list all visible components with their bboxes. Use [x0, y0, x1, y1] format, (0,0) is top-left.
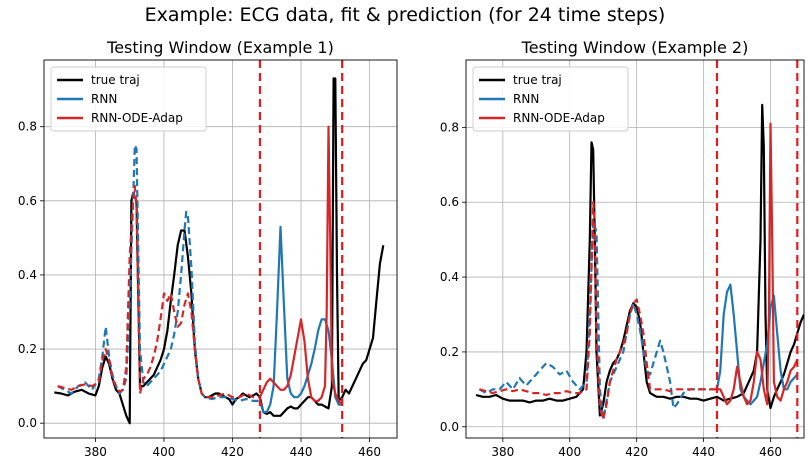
y-tick-label: 0.2 — [440, 345, 459, 359]
series-true-traj-line — [54, 77, 385, 425]
axes-frame — [465, 59, 805, 439]
plot-area — [475, 103, 804, 421]
y-tick-label: 0.4 — [440, 270, 459, 284]
x-tick-label: 460 — [358, 445, 381, 459]
x-tick-label: 440 — [692, 445, 715, 459]
legend-box — [472, 66, 629, 132]
series-rnn-ode-adap-prediction-line — [717, 122, 799, 406]
legend-label: true traj — [91, 73, 140, 87]
series-rnn-ode-adap-fit-line — [57, 184, 260, 399]
panel-title: Testing Window (Example 2) — [521, 38, 749, 57]
x-tick-label: 420 — [625, 445, 648, 459]
legend-label: RNN-ODE-Adap — [91, 111, 183, 125]
x-tick-label: 380 — [84, 445, 107, 459]
series-rnn-ode-adap-fit-line — [479, 201, 717, 421]
y-tick-label: 0.0 — [18, 416, 37, 430]
x-tick-label: 380 — [491, 445, 514, 459]
figure-title: Example: ECG data, fit & prediction (for… — [144, 4, 666, 26]
y-tick-label: 0.8 — [18, 120, 37, 134]
x-tick-label: 440 — [290, 445, 313, 459]
legend-label: true traj — [513, 73, 562, 87]
series-rnn-ode-adap-prediction-line — [258, 125, 343, 406]
series-rnn-fit-line — [478, 219, 717, 421]
panel-2: 380 400 420 440 460 0.0 0.2 0.4 0.6 0.8 Testing Wi… — [440, 38, 805, 459]
y-tick-label: 0.2 — [18, 342, 37, 356]
legend-label: RNN — [91, 92, 117, 106]
panel-title: Testing Window (Example 1) — [106, 38, 334, 57]
legend-label: RNN-ODE-Adap — [513, 111, 605, 125]
series-rnn-fit-line — [57, 144, 260, 402]
x-tick-label: 400 — [558, 445, 581, 459]
y-tick-label: 0.4 — [18, 268, 37, 282]
series-rnn-prediction-line — [258, 225, 343, 414]
y-tick-label: 0.8 — [440, 120, 459, 134]
panel-1: 380 400 420 440 460 0.0 0.2 0.4 0.6 0.8 Testing Wi… — [18, 38, 398, 459]
axes-frame — [43, 59, 398, 439]
legend-label: RNN — [513, 92, 539, 106]
legend: true traj RNN RNN-ODE-Adap — [50, 66, 207, 132]
y-tick-label: 0.6 — [18, 194, 37, 208]
y-tick-label: 0.6 — [440, 195, 459, 209]
x-tick-label: 400 — [152, 445, 175, 459]
x-tick-label: 420 — [221, 445, 244, 459]
x-tick-label: 460 — [759, 445, 782, 459]
legend: true traj RNN RNN-ODE-Adap — [472, 66, 629, 132]
plot-area — [54, 77, 385, 425]
legend-box — [50, 66, 207, 132]
y-tick-label: 0.0 — [440, 420, 459, 434]
